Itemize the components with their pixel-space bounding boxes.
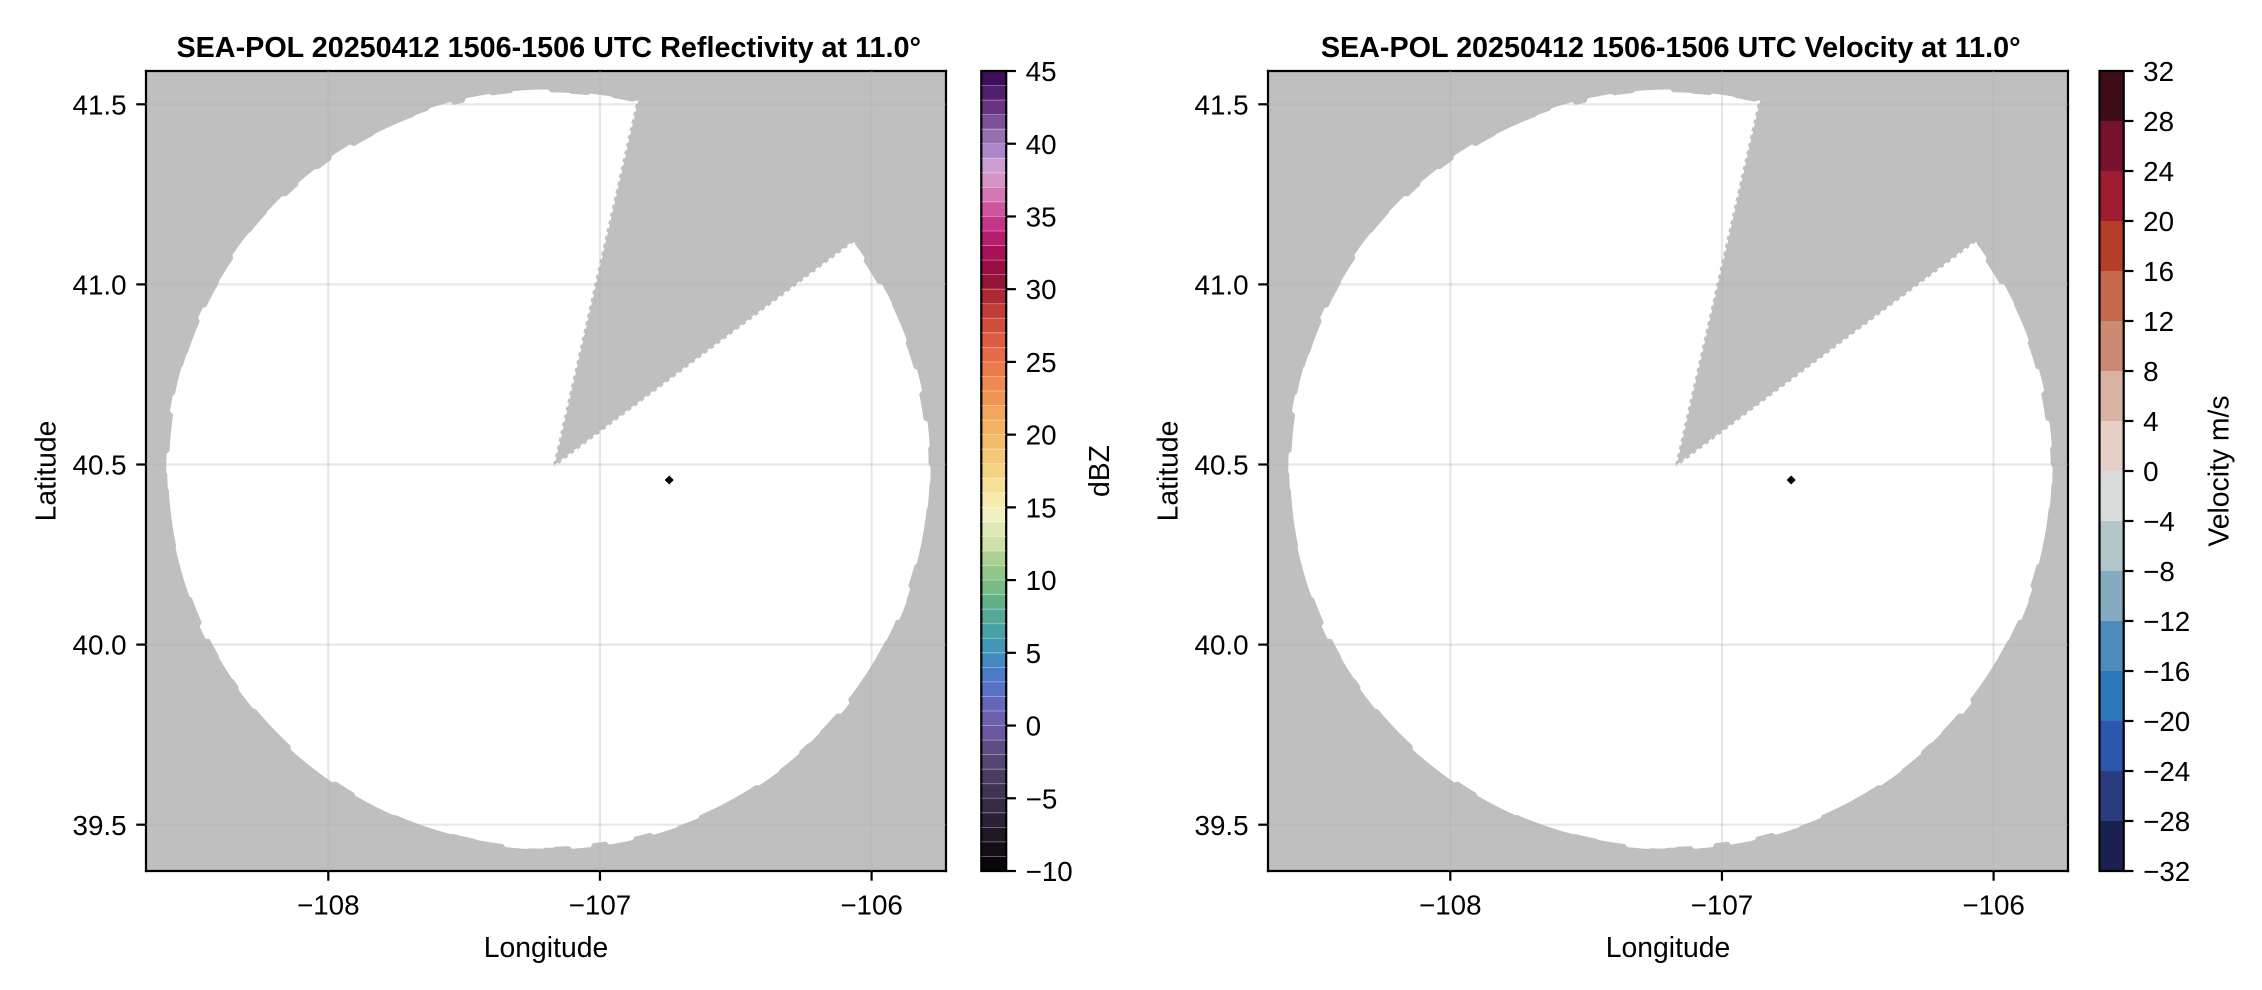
svg-text:Latitude: Latitude [31, 421, 63, 522]
svg-text:−16: −16 [2143, 656, 2190, 687]
svg-text:40.5: 40.5 [1195, 450, 1249, 481]
svg-text:8: 8 [2143, 356, 2158, 387]
svg-text:5: 5 [1026, 638, 1041, 669]
svg-text:39.5: 39.5 [1195, 810, 1249, 841]
svg-text:−5: −5 [1026, 783, 1058, 814]
svg-text:4: 4 [2143, 406, 2158, 437]
svg-text:25: 25 [1026, 347, 1057, 378]
svg-text:45: 45 [1026, 56, 1057, 87]
svg-text:10: 10 [1026, 565, 1057, 596]
svg-text:41.5: 41.5 [73, 89, 127, 120]
svg-text:Latitude: Latitude [1153, 421, 1185, 522]
svg-text:Longitude: Longitude [1606, 932, 1730, 964]
svg-text:30: 30 [1026, 274, 1057, 305]
svg-text:−106: −106 [1962, 890, 2025, 921]
svg-text:−28: −28 [2143, 806, 2190, 837]
svg-text:Velocity m/s: Velocity m/s [2203, 395, 2235, 546]
svg-text:−20: −20 [2143, 706, 2190, 737]
svg-text:20: 20 [1026, 420, 1057, 451]
svg-text:−106: −106 [840, 890, 903, 921]
svg-text:15: 15 [1026, 492, 1057, 523]
svg-text:−108: −108 [1419, 890, 1482, 921]
svg-text:40.0: 40.0 [73, 630, 127, 661]
svg-text:16: 16 [2143, 256, 2174, 287]
svg-text:−12: −12 [2143, 606, 2190, 637]
svg-text:−108: −108 [297, 890, 360, 921]
svg-text:39.5: 39.5 [73, 810, 127, 841]
svg-text:0: 0 [1026, 711, 1041, 742]
svg-text:SEA-POL 20250412 1506-1506 UTC: SEA-POL 20250412 1506-1506 UTC Velocity … [1321, 32, 2021, 64]
svg-text:−107: −107 [1691, 890, 1754, 921]
svg-text:40.5: 40.5 [73, 450, 127, 481]
svg-text:28: 28 [2143, 106, 2174, 137]
svg-text:41.5: 41.5 [1195, 89, 1249, 120]
svg-text:41.0: 41.0 [73, 269, 127, 300]
svg-text:−8: −8 [2143, 556, 2175, 587]
svg-text:0: 0 [2143, 456, 2158, 487]
svg-text:32: 32 [2143, 56, 2174, 87]
svg-text:−107: −107 [569, 890, 632, 921]
svg-text:−4: −4 [2143, 506, 2175, 537]
svg-text:−10: −10 [1026, 856, 1073, 887]
svg-text:40.0: 40.0 [1195, 630, 1249, 661]
svg-text:12: 12 [2143, 306, 2174, 337]
svg-text:−32: −32 [2143, 856, 2190, 887]
svg-text:−24: −24 [2143, 756, 2190, 787]
svg-text:Longitude: Longitude [484, 932, 608, 964]
svg-text:20: 20 [2143, 206, 2174, 237]
svg-text:40: 40 [1026, 129, 1057, 160]
svg-text:41.0: 41.0 [1195, 269, 1249, 300]
svg-text:35: 35 [1026, 202, 1057, 233]
svg-text:24: 24 [2143, 156, 2174, 187]
svg-text:SEA-POL 20250412 1506-1506 UTC: SEA-POL 20250412 1506-1506 UTC Reflectiv… [176, 32, 921, 64]
svg-text:dBZ: dBZ [1084, 445, 1116, 497]
